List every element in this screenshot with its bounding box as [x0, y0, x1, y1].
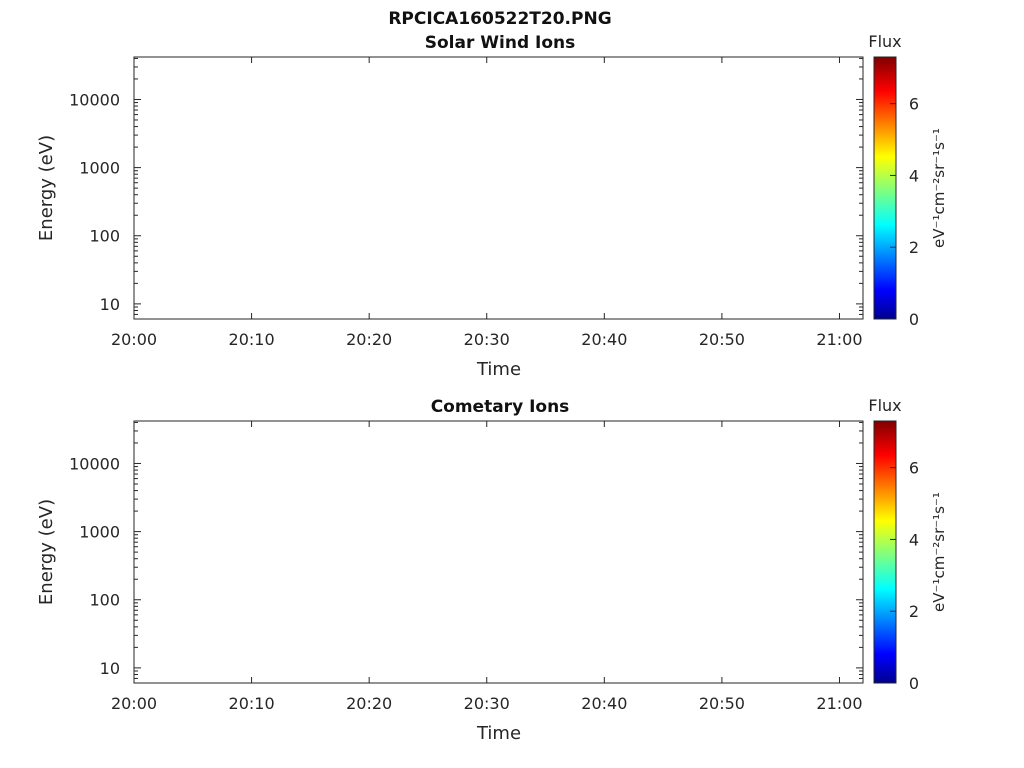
figure-title: RPCICA160522T20.PNG — [388, 9, 611, 29]
panel-solar-wind-ions: Solar Wind Ions 20:00 20:10 20:20 20:30 20:4… — [36, 32, 948, 380]
panel-title: Solar Wind Ions — [425, 33, 576, 53]
